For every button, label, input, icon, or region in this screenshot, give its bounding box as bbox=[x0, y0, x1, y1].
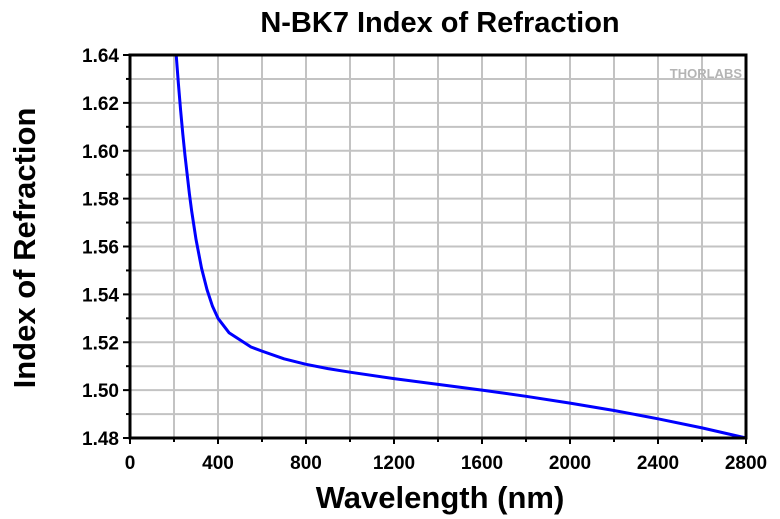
thorlabs-watermark: THORLABS bbox=[670, 66, 743, 81]
x-tick-label: 400 bbox=[202, 453, 234, 474]
x-tick-label: 0 bbox=[125, 453, 136, 474]
x-tick-label: 2400 bbox=[637, 453, 679, 474]
x-tick-label: 800 bbox=[290, 453, 322, 474]
x-tick-label: 2000 bbox=[549, 453, 591, 474]
series-layer bbox=[174, 54, 747, 440]
y-tick-label: 1.50 bbox=[82, 381, 119, 402]
x-tick-label: 1200 bbox=[373, 453, 415, 474]
y-tick-label: 1.58 bbox=[82, 190, 119, 211]
y-axis-label: Index of Refraction bbox=[7, 108, 42, 389]
grid bbox=[130, 55, 746, 438]
y-tick-label: 1.64 bbox=[82, 46, 119, 67]
y-axis-ticks: 1.48 1.50 1.52 1.54 1.56 1.58 1.60 1.62 1.64 bbox=[82, 46, 130, 450]
y-tick-label: 1.62 bbox=[82, 94, 119, 115]
chart-title: N-BK7 Index of Refraction bbox=[260, 7, 619, 39]
x-axis-label: Wavelength (nm) bbox=[316, 480, 565, 515]
x-tick-label: 2800 bbox=[725, 453, 767, 474]
x-tick-label: 1600 bbox=[461, 453, 503, 474]
series-line-n-bk7 bbox=[174, 54, 747, 440]
x-axis-ticks: 0 400 800 1200 1600 2000 2400 2800 bbox=[125, 438, 767, 474]
y-tick-label: 1.52 bbox=[82, 333, 119, 354]
y-tick-label: 1.48 bbox=[82, 429, 119, 450]
y-tick-label: 1.56 bbox=[82, 238, 119, 259]
y-tick-label: 1.54 bbox=[82, 285, 119, 306]
y-tick-label: 1.60 bbox=[82, 142, 119, 163]
